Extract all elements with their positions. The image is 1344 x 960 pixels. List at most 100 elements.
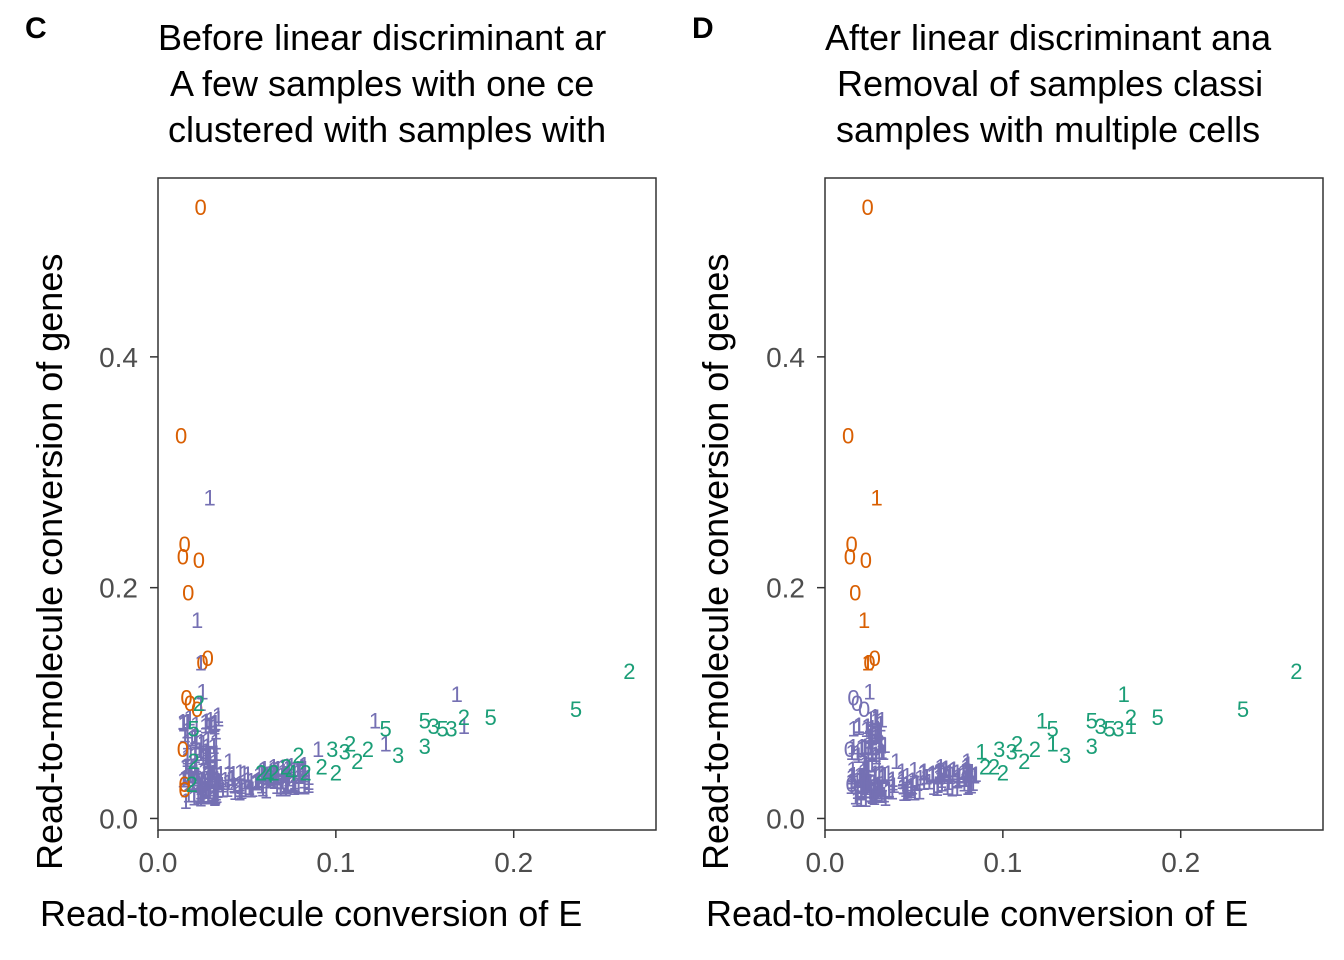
cluster-point-label: 1 <box>259 764 271 789</box>
chart-title-line-1: Before linear discriminant ar <box>158 17 607 58</box>
cluster-point-label: 1 <box>858 778 870 803</box>
cluster-point-label: 1 <box>192 764 204 789</box>
y-axis-label: Read-to-molecule conversion of genes <box>695 253 736 870</box>
point-label: 0 <box>846 772 858 797</box>
cluster-point-label: 1 <box>961 759 973 784</box>
cluster-point-label: 1 <box>264 765 276 790</box>
x-tick-label: 0.1 <box>983 847 1022 878</box>
point-label: 0 <box>177 737 189 762</box>
cluster-point-label: 1 <box>927 775 939 800</box>
cluster-point-label: 1 <box>212 707 224 732</box>
point-label: 0 <box>179 772 191 797</box>
point-label: 2 <box>988 755 1000 780</box>
cluster-point-label: 1 <box>860 775 872 800</box>
cluster-point-label: 1 <box>901 780 913 805</box>
cluster-point-label: 1 <box>875 777 887 802</box>
point-label: 3 <box>1006 740 1018 765</box>
chart-title-line-3: samples with multiple cells <box>836 109 1261 150</box>
point-label: 1 <box>195 691 207 716</box>
cluster-point-label: 1 <box>847 763 859 788</box>
cluster-point-label: 1 <box>862 756 874 781</box>
cluster-point-label: 1 <box>294 764 306 789</box>
y-tick-label: 0.2 <box>99 573 138 604</box>
cluster-point-label: 1 <box>868 785 880 810</box>
point-label: 2 <box>362 737 374 762</box>
cluster-point-label: 1 <box>861 768 873 793</box>
cluster-point-label: 1 <box>896 765 908 790</box>
cluster-point-label: 1 <box>243 775 255 800</box>
cluster-point-label: 1 <box>298 774 310 799</box>
cluster-point-label: 1 <box>872 716 884 741</box>
cluster-point-label: 1 <box>216 772 228 797</box>
cluster-point-label: 1 <box>179 723 191 748</box>
point-label: 0 <box>860 548 872 573</box>
cluster-point-label: 1 <box>285 753 297 778</box>
cluster-point-label: 1 <box>210 780 222 805</box>
point-label: 3 <box>445 716 457 741</box>
panel-tag: D <box>692 12 714 45</box>
point-label: 1 <box>1047 731 1059 756</box>
cluster-point-label: 1 <box>207 779 219 804</box>
point-label: 1 <box>1036 708 1048 733</box>
cluster-point-label: 1 <box>897 774 909 799</box>
cluster-point-label: 1 <box>863 724 875 749</box>
cluster-point-label: 1 <box>246 777 258 802</box>
point-label: 2 <box>186 772 198 797</box>
cluster-point-label: 1 <box>866 753 878 778</box>
cluster-point-label: 1 <box>965 760 977 785</box>
cluster-point-label: 1 <box>191 765 203 790</box>
x-tick-label: 0.0 <box>139 847 178 878</box>
cluster-point-label: 1 <box>245 769 257 794</box>
cluster-point-label: 1 <box>194 741 206 766</box>
cluster-point-label: 1 <box>262 769 274 794</box>
cluster-point-label: 1 <box>965 773 977 798</box>
y-tick-label: 0.0 <box>99 803 138 834</box>
point-label: 1 <box>267 755 279 780</box>
cluster-point-label: 1 <box>874 732 886 757</box>
point-label: 5 <box>436 716 448 741</box>
cluster-point-label: 1 <box>951 768 963 793</box>
cluster-point-label: 1 <box>202 783 214 808</box>
point-label: 2 <box>187 749 199 774</box>
cluster-point-label: 1 <box>272 757 284 782</box>
cluster-point-label: 1 <box>190 728 202 753</box>
cluster-point-label: 1 <box>274 777 286 802</box>
cluster-point-label: 1 <box>963 774 975 799</box>
cluster-point-label: 1 <box>957 760 969 785</box>
cluster-point-label: 1 <box>871 775 883 800</box>
cluster-point-label: 1 <box>875 775 887 800</box>
cluster-point-label: 1 <box>900 777 912 802</box>
cluster-point-label: 1 <box>970 762 982 787</box>
point-label: 1 <box>862 651 874 676</box>
cluster-point-label: 1 <box>299 756 311 781</box>
cluster-point-label: 1 <box>931 773 943 798</box>
point-label: 3 <box>392 743 404 768</box>
cluster-point-label: 1 <box>855 764 867 789</box>
cluster-point-label: 1 <box>280 774 292 799</box>
cluster-point-label: 1 <box>935 768 947 793</box>
x-tick-label: 0.1 <box>316 847 355 878</box>
cluster-point-label: 1 <box>932 761 944 786</box>
point-label: 3 <box>339 740 351 765</box>
cluster-point-label: 1 <box>853 715 865 740</box>
cluster-point-label: 1 <box>212 769 224 794</box>
cluster-point-label: 1 <box>908 780 920 805</box>
panel-c: 0.0 0.1 0.2 0.0 0.2 0.4 1 1 1 1 1 1 1 1 1 1 1 1 1 1 1 1 1 1 1 1 1 1… <box>25 12 657 932</box>
point-label: 2 <box>1011 731 1023 756</box>
cluster-point-label: 1 <box>235 774 247 799</box>
cluster-point-label: 1 <box>196 779 208 804</box>
cluster-point-label: 1 <box>201 734 213 759</box>
cluster-point-label: 1 <box>847 763 859 788</box>
cluster-point-label: 1 <box>288 763 300 788</box>
cluster-point-label: 1 <box>911 771 923 796</box>
cluster-point-label: 1 <box>208 741 220 766</box>
cluster-point-label: 1 <box>855 781 867 806</box>
cluster-point-label: 1 <box>219 768 231 793</box>
cluster-point-label: 1 <box>932 761 944 786</box>
cluster-point-label: 1 <box>864 735 876 760</box>
cluster-point-label: 1 <box>212 703 224 728</box>
cluster-point-label: 1 <box>869 722 881 747</box>
cluster-point-label: 1 <box>184 740 196 765</box>
y-tick-label: 0.4 <box>766 342 805 373</box>
point-label: 3 <box>1095 714 1107 739</box>
